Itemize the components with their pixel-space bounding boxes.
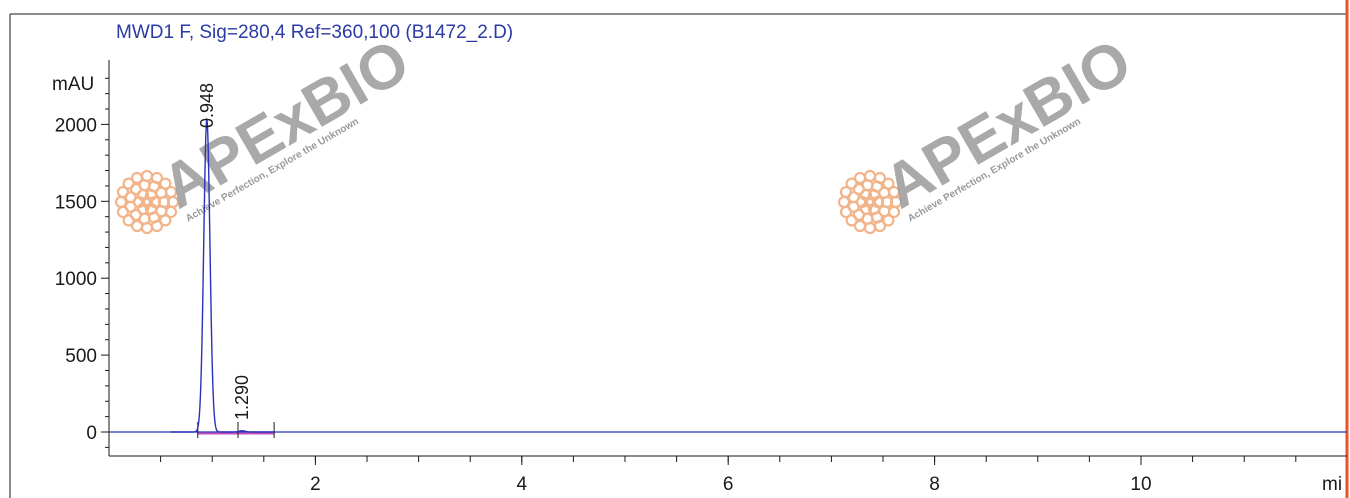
cell-cluster-icon	[114, 169, 180, 235]
peak-labels: 0.948 1.290	[197, 83, 252, 420]
logo-cell	[863, 169, 877, 183]
x-tick-label: 10	[1130, 474, 1151, 495]
logo-cell	[863, 195, 877, 209]
peak-label: 1.290	[232, 375, 252, 420]
x-axis-label: mi	[1322, 474, 1342, 495]
x-axis: 2 4 6 8 10	[109, 455, 1347, 495]
logo-cell	[839, 185, 853, 199]
chromatogram-trace	[170, 117, 274, 433]
logo-cell	[130, 171, 144, 185]
x-tick-label: 4	[517, 474, 528, 495]
peak-label: 0.948	[197, 83, 217, 128]
logo-cell	[159, 177, 172, 190]
y-axis-label: mAU	[52, 74, 94, 95]
logo-cell	[853, 219, 867, 233]
x-tick-label: 6	[723, 474, 734, 495]
logo-cell	[140, 221, 154, 235]
logo-cell	[114, 195, 128, 209]
logo-cell	[140, 169, 154, 183]
logo-cell	[853, 171, 867, 185]
y-axis: 0 500 1000 1500 2000	[55, 60, 110, 456]
logo-cell	[122, 177, 135, 190]
baseline-layer	[109, 422, 1347, 438]
logo-cell	[873, 171, 887, 185]
logo-cell	[130, 219, 144, 233]
logo-cell	[159, 214, 172, 227]
logo-cell	[150, 171, 164, 185]
logo-cell	[140, 195, 154, 209]
logo-cell	[845, 177, 858, 190]
y-tick-label: 1500	[55, 192, 97, 213]
y-tick-label: 500	[65, 346, 97, 367]
logo-cell	[837, 195, 851, 209]
watermark-left: APExBIO Achieve Perfection, Explore the …	[114, 26, 421, 235]
y-tick-label: 0	[86, 423, 97, 444]
logo-cell	[839, 205, 853, 219]
cell-cluster-icon	[837, 169, 903, 235]
trace-layer	[170, 117, 274, 433]
logo-cell	[116, 185, 130, 199]
logo-cell	[887, 185, 901, 199]
logo-cell	[122, 214, 135, 227]
logo-cell	[887, 205, 901, 219]
y-tick-label: 2000	[55, 115, 97, 136]
watermark-brand: APExBIO	[873, 26, 1143, 222]
x-tick-label: 2	[310, 474, 321, 495]
x-tick-label: 8	[929, 474, 940, 495]
logo-cell	[882, 177, 895, 190]
logo-cell	[164, 205, 178, 219]
logo-cell	[845, 214, 858, 227]
y-tick-label: 1000	[55, 269, 97, 290]
logo-cell	[882, 214, 895, 227]
watermark-brand: APExBIO	[151, 26, 421, 222]
chart-title: MWD1 F, Sig=280,4 Ref=360,100 (B1472_2.D…	[116, 22, 513, 43]
logo-cell	[116, 205, 130, 219]
logo-cell	[164, 185, 178, 199]
logo-cell	[863, 221, 877, 235]
watermark-right: APExBIO Achieve Perfection, Explore the …	[837, 26, 1143, 235]
